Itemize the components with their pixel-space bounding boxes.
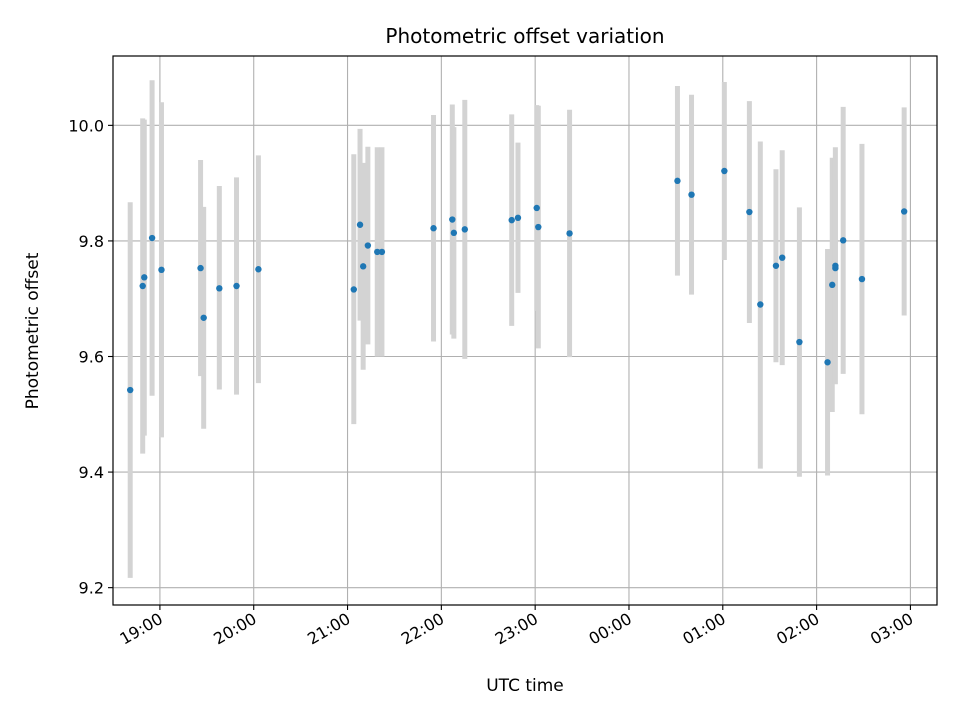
data-point	[359, 263, 367, 270]
data-point	[674, 177, 681, 185]
data-point	[829, 281, 836, 289]
data-point	[779, 254, 786, 261]
y-axis-ticks: 9.2 9.4 9.6 9.8 10.0	[68, 116, 113, 598]
data-point	[535, 223, 542, 231]
data-points	[126, 167, 908, 394]
data-point	[364, 242, 372, 249]
data-point	[900, 208, 908, 215]
y-tick-label: 9.8	[79, 232, 104, 251]
data-point	[430, 225, 437, 232]
data-point	[858, 275, 866, 283]
data-point	[757, 301, 764, 308]
data-point	[772, 262, 780, 269]
data-point	[449, 216, 456, 223]
x-tick-label: 01:00	[679, 609, 728, 649]
data-point	[197, 264, 204, 272]
data-point	[688, 191, 695, 198]
data-point	[158, 266, 165, 274]
x-tick-label: 21:00	[304, 609, 353, 649]
data-point	[233, 282, 240, 290]
data-point	[378, 248, 386, 256]
data-point	[796, 338, 803, 346]
x-tick-label: 00:00	[586, 609, 635, 649]
data-point	[216, 285, 223, 292]
data-point	[255, 266, 262, 273]
y-tick-label: 9.4	[79, 463, 104, 482]
data-point	[832, 264, 839, 272]
x-tick-label: 22:00	[398, 609, 447, 649]
x-tick-label: 23:00	[492, 609, 541, 649]
y-tick-label: 9.6	[79, 348, 104, 367]
data-point	[148, 234, 156, 242]
data-point	[200, 314, 207, 321]
data-point	[450, 229, 458, 237]
data-point	[461, 226, 469, 233]
x-axis-ticks: 19:00 20:00 21:00 22:00 23:00 00:00 01:00 02:00…	[116, 605, 916, 649]
data-point	[839, 237, 847, 244]
x-tick-label: 20:00	[210, 609, 259, 649]
x-tick-label: 02:00	[773, 609, 822, 649]
data-point	[721, 167, 728, 175]
data-point	[514, 214, 522, 222]
y-axis-label: Photometric offset	[23, 252, 43, 409]
chart-title: Photometric offset variation	[385, 24, 664, 48]
y-tick-label: 10.0	[68, 116, 104, 135]
data-point	[126, 386, 134, 394]
data-point	[746, 208, 753, 216]
data-point	[356, 221, 364, 228]
data-point	[141, 274, 148, 281]
x-tick-label: 03:00	[867, 609, 916, 649]
data-point	[374, 248, 381, 256]
data-point	[508, 216, 515, 224]
x-axis-label: UTC time	[486, 676, 564, 696]
data-point	[139, 282, 146, 290]
plot-frame	[112, 55, 938, 606]
y-tick-label: 9.2	[79, 579, 104, 598]
data-point	[824, 359, 831, 366]
data-point	[350, 286, 357, 293]
data-point	[533, 204, 540, 212]
x-tick-label: 19:00	[116, 609, 165, 649]
data-point	[566, 230, 573, 237]
